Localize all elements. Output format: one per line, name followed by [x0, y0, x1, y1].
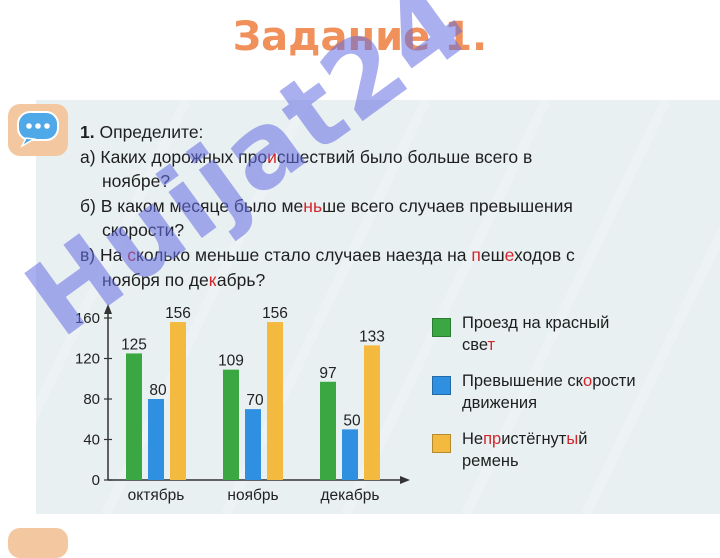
highlighted-letters: ы: [566, 430, 579, 448]
task-text: 1. Определите: а) Каких дорожных происше…: [80, 120, 696, 292]
text-line: Непристёгнутый: [462, 428, 702, 450]
bar: [342, 429, 358, 480]
highlighted-letters: с: [127, 244, 136, 265]
text-line: ремень: [462, 450, 702, 472]
bar: [170, 322, 186, 480]
text-run: скорости?: [102, 220, 185, 241]
text-run: рости: [592, 372, 636, 390]
text-run: истёгнут: [501, 430, 567, 448]
highlighted-letters: нь: [303, 195, 323, 216]
y-tick-label: 80: [83, 391, 100, 408]
highlighted-letters: е: [504, 244, 514, 265]
text-run: ноябре?: [102, 171, 171, 192]
text-run: ше всего случаев превышения: [322, 195, 573, 216]
chat-bubble-icon: [17, 111, 59, 148]
y-tick-label: 120: [75, 351, 100, 368]
chart-legend: Проезд на красный свет Превышение скорости…: [432, 312, 702, 486]
text-run: движения: [462, 394, 538, 412]
next-badge: [8, 528, 68, 558]
text-run: а) Каких дорожных про: [80, 146, 268, 167]
text-line: б) В каком месяце было меньше всего случ…: [80, 194, 696, 219]
bar-chart: 0 40 80 120 160 125 80 156 октябрь 109 70 156 ноябрь…: [75, 304, 410, 504]
bar-value-label: 97: [319, 365, 336, 382]
slide-title: Задание 1.: [232, 14, 488, 60]
highlighted-letters: п: [471, 244, 481, 265]
text-line: движения: [462, 392, 702, 414]
bar-value-label: 125: [121, 336, 147, 353]
text-run: све: [462, 336, 488, 354]
legend-item: Проезд на красный свет: [432, 312, 702, 356]
text-run: абрь?: [216, 269, 266, 290]
question-b: б) В каком месяце было меньше всего случ…: [80, 194, 696, 243]
text-run: еш: [480, 244, 505, 265]
bar: [223, 369, 239, 480]
legend-item: Непристёгнутый ремень: [432, 428, 702, 472]
legend-swatch: [432, 376, 451, 395]
text-line: скорости?: [80, 218, 696, 243]
legend-label: Непристёгнутый ремень: [462, 428, 702, 472]
highlighted-letters: о: [583, 372, 593, 390]
text-line: Проезд на красный: [462, 312, 702, 334]
text-line: а) Каких дорожных происшествий было боль…: [80, 145, 696, 170]
text-run: б) В каком месяце было ме: [80, 195, 304, 216]
text-run: ходов с: [513, 244, 575, 265]
bar-value-label: 50: [343, 412, 361, 429]
category-label: октябрь: [128, 487, 185, 504]
text-line: ноябре?: [80, 169, 696, 194]
text-run: ноября по де: [102, 269, 209, 290]
text-line: ноября по декабрь?: [80, 268, 696, 293]
highlighted-letters: пр: [483, 430, 502, 448]
category-label: декабрь: [321, 487, 380, 504]
highlighted-letters: т: [487, 336, 496, 354]
bar: [320, 381, 336, 480]
task-heading: 1. Определите:: [80, 120, 696, 145]
bar-value-label: 156: [165, 305, 191, 322]
legend-label: Проезд на красный свет: [462, 312, 702, 356]
x-axis-arrow: [400, 476, 410, 484]
legend-label: Превышение скорости движения: [462, 370, 702, 414]
y-tick-label: 40: [83, 432, 100, 449]
text-run: Превышение ск: [462, 372, 583, 390]
question-c: в) На сколько меньше стало случаев наезд…: [80, 243, 696, 292]
y-tick-label: 0: [92, 472, 100, 489]
legend-swatch: [432, 318, 451, 337]
bar-value-label: 109: [218, 353, 244, 370]
highlighted-letters: и: [267, 146, 277, 167]
text-run: й: [578, 430, 588, 448]
highlighted-letters: к: [208, 269, 217, 290]
text-line: свет: [462, 334, 702, 356]
y-axis-arrow: [104, 304, 112, 314]
bar: [267, 322, 283, 480]
legend-item: Превышение скорости движения: [432, 370, 702, 414]
text-line: в) На сколько меньше стало случаев наезд…: [80, 243, 696, 268]
bar-value-label: 70: [246, 392, 264, 409]
text-run: Не: [462, 430, 484, 448]
text-run: ремень: [462, 452, 519, 470]
bar: [126, 353, 142, 480]
legend-swatch: [432, 434, 451, 453]
question-a: а) Каких дорожных происшествий было боль…: [80, 145, 696, 194]
bar: [148, 399, 164, 480]
bar-value-label: 133: [359, 328, 385, 345]
bar-value-label: 80: [149, 382, 167, 399]
bar: [364, 345, 380, 480]
task-heading-text: Определите:: [99, 122, 204, 142]
text-run: колько меньше стало случаев наезда на: [135, 244, 472, 265]
y-tick-label: 160: [75, 310, 100, 327]
text-run: сшествий было больше всего в: [276, 146, 533, 167]
text-line: Превышение скорости: [462, 370, 702, 392]
text-run: Проезд на красный: [462, 314, 610, 332]
bar-value-label: 156: [262, 305, 288, 322]
task-number: 1.: [80, 122, 95, 142]
text-run: в) На: [80, 244, 128, 265]
category-label: ноябрь: [227, 487, 278, 504]
bar: [245, 409, 261, 480]
